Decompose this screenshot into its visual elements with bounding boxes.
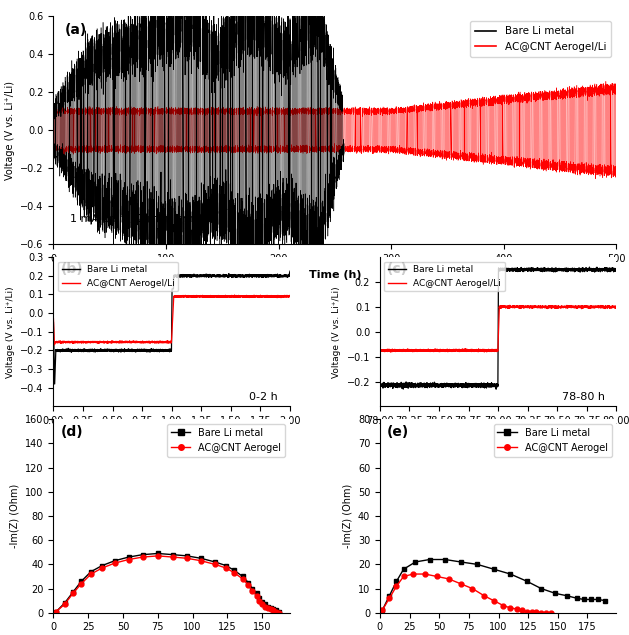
Text: (d): (d) bbox=[60, 425, 83, 439]
Y-axis label: -Im(Z) (Ohm): -Im(Z) (Ohm) bbox=[9, 484, 19, 548]
Text: (a): (a) bbox=[65, 23, 87, 37]
Text: (b): (b) bbox=[60, 262, 83, 276]
Y-axis label: Voltage (V vs. Li⁺/Li): Voltage (V vs. Li⁺/Li) bbox=[6, 286, 14, 378]
Text: 1 mA cm⁻², 1 mAh cm⁻²: 1 mA cm⁻², 1 mAh cm⁻² bbox=[70, 213, 204, 224]
Y-axis label: -Im(Z) (Ohm): -Im(Z) (Ohm) bbox=[342, 484, 352, 548]
X-axis label: Time (h): Time (h) bbox=[309, 270, 361, 280]
Text: (e): (e) bbox=[387, 425, 409, 439]
Legend: Bare Li metal, AC@CNT Aerogel: Bare Li metal, AC@CNT Aerogel bbox=[167, 424, 285, 457]
Y-axis label: Voltage (V vs. Li⁺/Li): Voltage (V vs. Li⁺/Li) bbox=[332, 286, 341, 378]
Legend: Bare Li metal, AC@CNT Aerogel: Bare Li metal, AC@CNT Aerogel bbox=[494, 424, 611, 457]
Text: 0-2 h: 0-2 h bbox=[250, 392, 278, 403]
Text: (c): (c) bbox=[387, 262, 408, 276]
Legend: Bare Li metal, AC@CNT Aerogel/Li: Bare Li metal, AC@CNT Aerogel/Li bbox=[58, 262, 178, 291]
Legend: Bare Li metal, AC@CNT Aerogel/Li: Bare Li metal, AC@CNT Aerogel/Li bbox=[470, 21, 611, 57]
Legend: Bare Li metal, AC@CNT Aerogel/Li: Bare Li metal, AC@CNT Aerogel/Li bbox=[384, 262, 504, 291]
Text: 78-80 h: 78-80 h bbox=[562, 392, 604, 403]
Y-axis label: Voltage (V vs. Li⁺/Li): Voltage (V vs. Li⁺/Li) bbox=[4, 81, 14, 180]
